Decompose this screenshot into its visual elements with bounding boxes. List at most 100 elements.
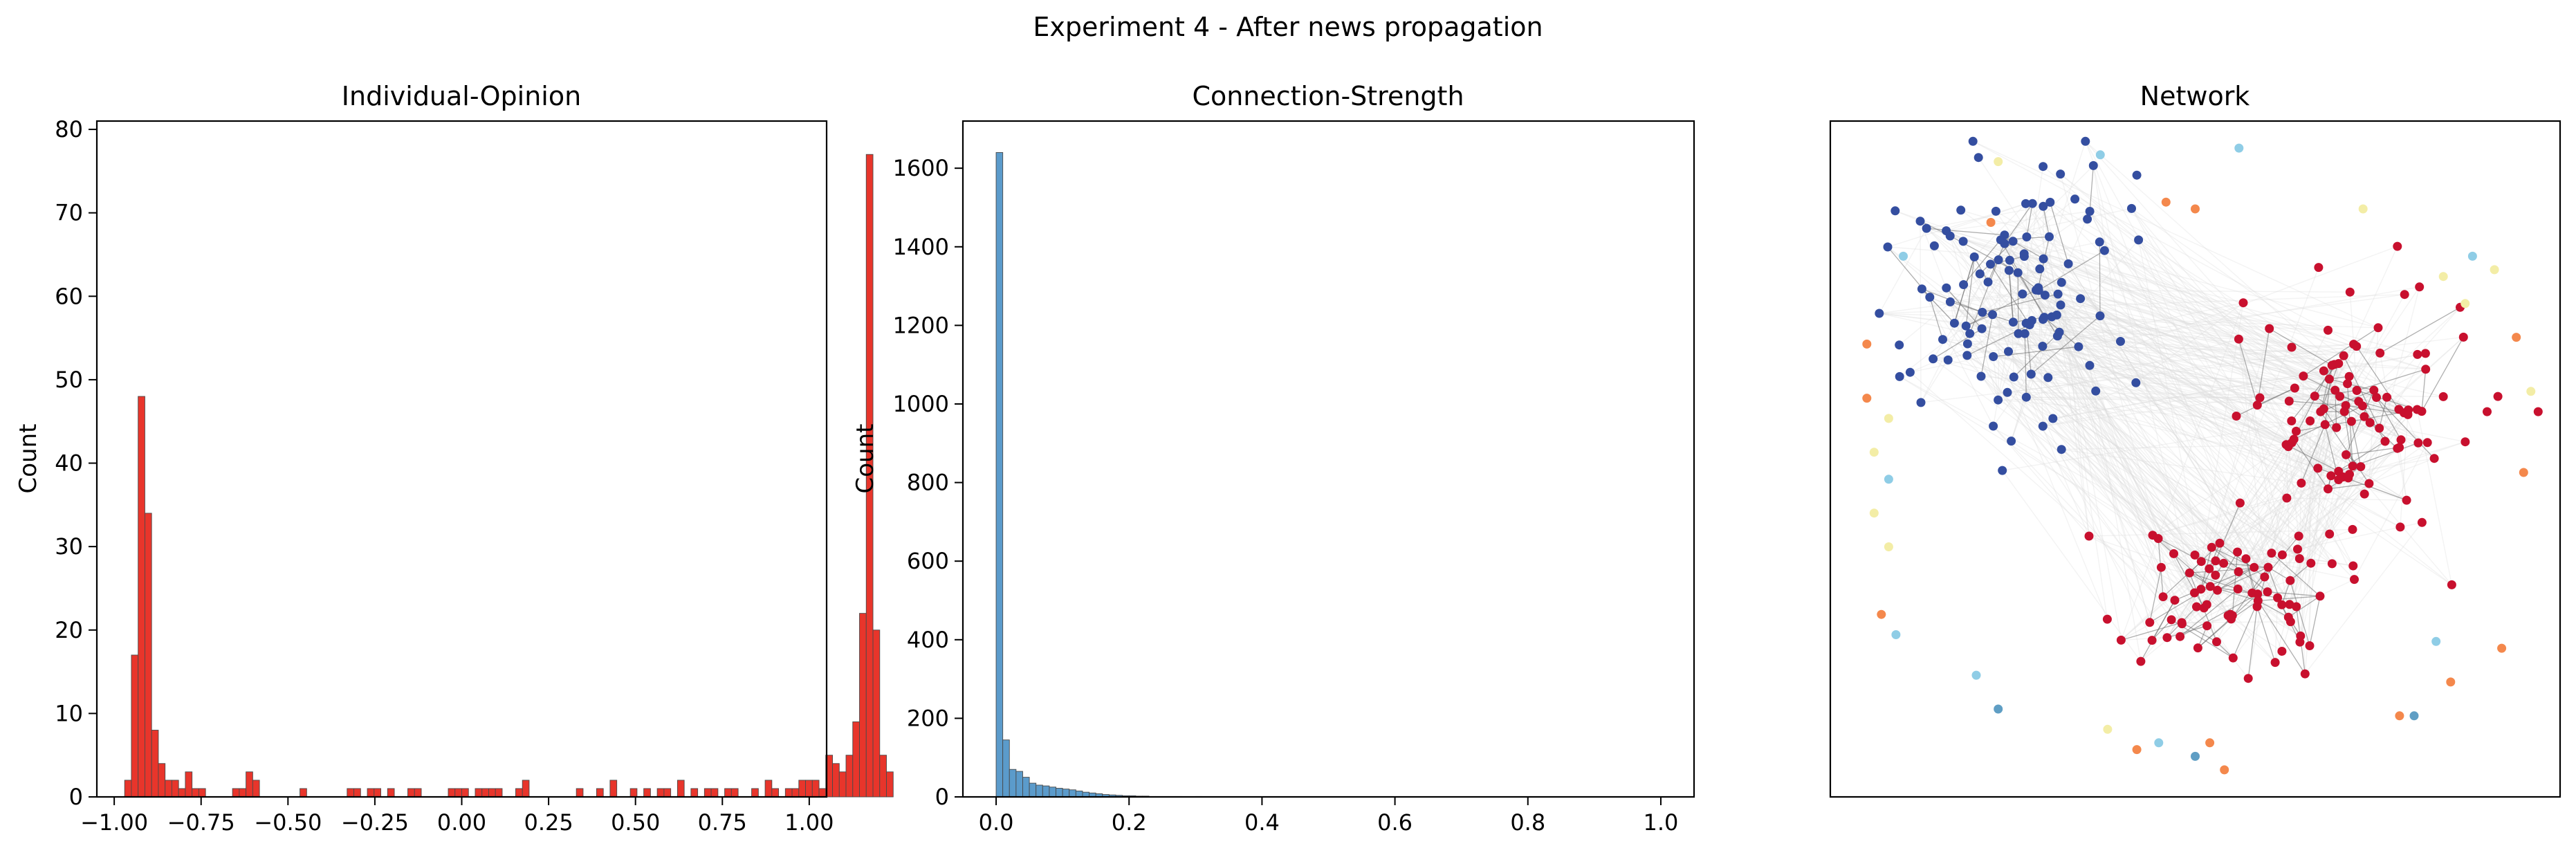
network-edge [2099, 241, 2101, 316]
network-node [2413, 438, 2423, 448]
opinion-y-tick-label: 60 [55, 283, 83, 309]
network-background-edge [2012, 322, 2300, 560]
network-node [2043, 373, 2053, 383]
network-background-edge [2267, 327, 2379, 568]
network-background-edge [2229, 468, 2319, 615]
network-node [2438, 272, 2448, 282]
network-background-edge [2029, 324, 2137, 383]
opinion-y-tick-label: 80 [55, 116, 83, 142]
network-background-edge [2152, 441, 2466, 536]
network-node [2314, 263, 2324, 273]
connection-strength-x-tick-label: 0.8 [1510, 809, 1545, 836]
network-node [1962, 339, 1972, 349]
network-node [2207, 542, 2216, 552]
network-node [1994, 255, 2003, 265]
network-background-edge [2000, 239, 2299, 537]
network-background-edge [2024, 210, 2090, 257]
opinion-bar [576, 788, 584, 798]
network-background-edge [2089, 211, 2333, 564]
network-node [2175, 632, 2185, 641]
network-edge [1989, 264, 2030, 325]
network-edge [2209, 543, 2220, 569]
opinion-x-tick-label: 0.75 [698, 809, 747, 836]
network-background-edge [2044, 316, 2362, 468]
network-background-edge [1895, 210, 2339, 365]
network-node [2056, 300, 2066, 310]
network-background-edge [1948, 359, 2014, 378]
network-background-edge [2004, 243, 2300, 559]
network-node [2326, 471, 2336, 481]
network-node [2170, 596, 2180, 605]
network-node [2332, 423, 2342, 432]
network-background-edge [2259, 395, 2315, 398]
network-node [2083, 214, 2092, 224]
network-edge [2380, 306, 2460, 353]
opinion-axes-frame [95, 120, 828, 798]
opinion-bar [771, 788, 780, 798]
network-background-edge [1933, 358, 2291, 623]
network-node [2483, 407, 2492, 416]
network-node [2357, 401, 2367, 411]
network-node [2402, 495, 2411, 505]
network-background-edge [2135, 382, 2258, 406]
network-edge [2013, 331, 2060, 378]
network-background-edge [2032, 320, 2289, 448]
network-background-edge [2281, 353, 2427, 605]
network-node [2413, 349, 2422, 359]
network-node [2396, 435, 2406, 445]
network-background-edge [2179, 267, 2319, 637]
network-node [1905, 367, 1915, 377]
network-node [2446, 677, 2456, 687]
opinion-bar [852, 721, 860, 798]
network-background-edge [1998, 399, 2337, 428]
opinion-bar [374, 788, 381, 798]
network-node [2081, 136, 2090, 146]
network-node [2490, 265, 2499, 275]
network-background-edge [1991, 241, 2014, 315]
opinion-x-tick-label: −0.50 [254, 809, 322, 836]
network-node [2399, 408, 2409, 418]
opinion-x-tick-label: 0.50 [611, 809, 660, 836]
opinion-bar [724, 788, 732, 798]
network-background-edge [1993, 356, 1999, 401]
connection-strength-y-tick-label: 1400 [893, 234, 949, 260]
connection-strength-x-tick-label: 0.0 [979, 809, 1014, 836]
network-node [2039, 162, 2048, 172]
network-edge [2357, 369, 2426, 392]
network-background-edge [2286, 497, 2407, 501]
network-edge [2181, 622, 2217, 643]
network-node [2460, 437, 2470, 447]
network-node [2285, 600, 2294, 609]
network-background-edge [1946, 230, 2208, 627]
network-node [2409, 711, 2419, 721]
network-edge [2252, 535, 2299, 594]
opinion-bar [832, 763, 840, 798]
opinion-bar [811, 780, 820, 798]
opinion-bar [171, 780, 179, 798]
network-background-edge [2099, 241, 2357, 392]
network-node [2045, 197, 2055, 207]
network-node [1994, 395, 2003, 405]
network-background-edge [1974, 203, 2027, 257]
network-background-edge [2078, 286, 2420, 347]
opinion-y-tick-label: 50 [55, 367, 83, 393]
network-background-edge [2088, 528, 2353, 537]
network-node [1989, 352, 1998, 361]
connection-strength-x-tick-label: 0.6 [1377, 809, 1413, 836]
network-edge [2247, 606, 2258, 679]
network-background-edge [2120, 341, 2355, 580]
network-edge [2309, 596, 2321, 646]
network-background-edge [2060, 304, 2108, 620]
network-background-edge [1887, 203, 2026, 248]
network-background-edge [2138, 239, 2339, 480]
network-background-edge [2007, 351, 2211, 587]
network-node [2241, 554, 2251, 564]
network-edge [2303, 327, 2379, 377]
network-background-edge [1965, 270, 2009, 327]
network-background-edge [1966, 325, 2239, 340]
network-node [2223, 611, 2233, 620]
network-background-edge [2025, 322, 2182, 623]
opinion-y-tick-label: 0 [69, 784, 83, 810]
network-background-edge [1899, 199, 2076, 346]
network-node [2205, 738, 2215, 748]
